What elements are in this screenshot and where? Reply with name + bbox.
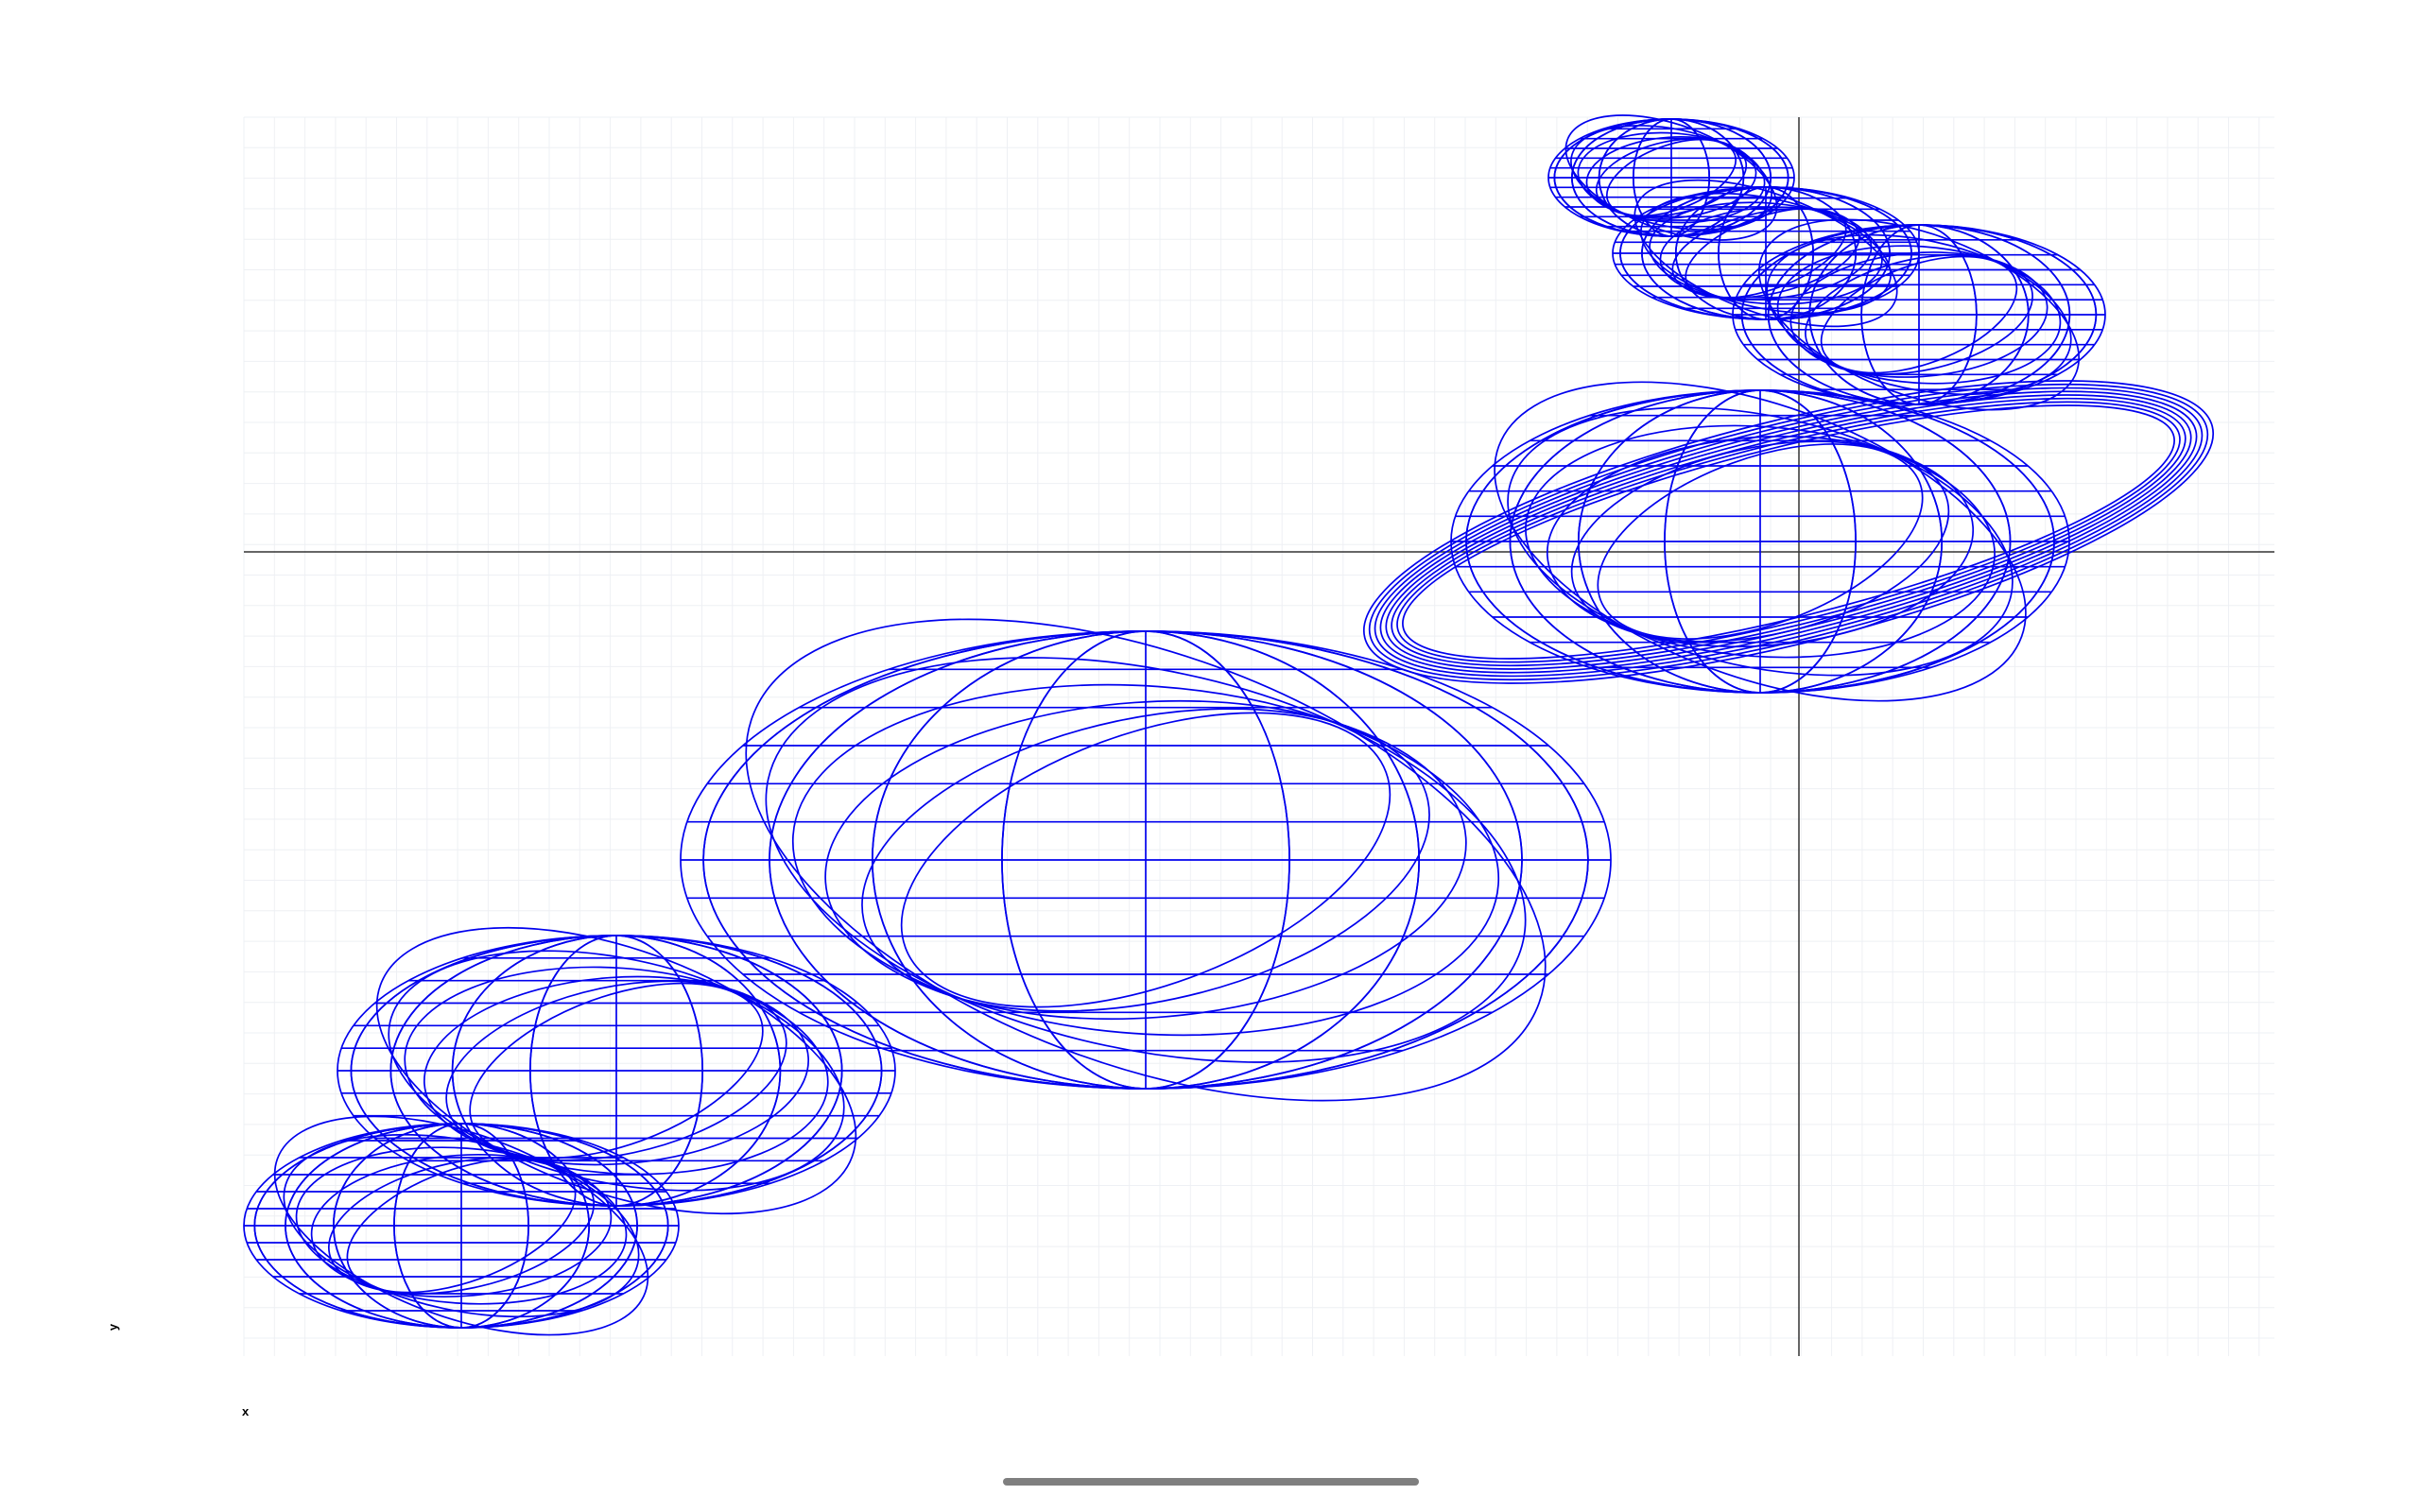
inner-shell: [375, 926, 857, 1215]
ring: [1368, 383, 2209, 681]
ring: [1362, 380, 2215, 684]
wireframe-shapes: [243, 114, 2215, 1336]
inner-shell: [404, 966, 829, 1176]
ring: [1402, 404, 2175, 660]
inner-shell: [1595, 137, 1748, 218]
inner-shell: [791, 683, 1500, 1037]
inner-shell: [1577, 131, 1766, 224]
home-indicator-bar[interactable]: [1003, 1478, 1419, 1486]
inner-shell: [1757, 218, 2081, 411]
inner-shell: [1805, 254, 2033, 375]
x-axis-label: x: [242, 1404, 250, 1418]
inner-shell: [1605, 138, 1737, 217]
inner-shell: [1564, 114, 1778, 241]
inner-shell: [1570, 125, 1772, 231]
inner-shell: [310, 1153, 613, 1298]
grid-lines: [243, 116, 2274, 1356]
grid: [243, 116, 2274, 1356]
axes: [244, 117, 2274, 1356]
inner-shell: [1585, 136, 1757, 219]
ring: [1385, 394, 2192, 670]
inner-shell: [273, 1115, 649, 1336]
ellipsoid-bottom-left: [243, 1115, 680, 1336]
ellipsoid-top-middle: [1612, 179, 1920, 328]
inner-shell: [388, 950, 845, 1192]
inner-shell: [423, 975, 810, 1166]
inner-shell: [824, 699, 1467, 1021]
ringed-ellipsoid: [1362, 380, 2215, 702]
inner-shell: [745, 618, 1547, 1102]
y-axis-label: y: [106, 1323, 121, 1332]
inner-shell: [445, 980, 787, 1161]
inner-shell: [295, 1146, 628, 1305]
ellipsoid-top: [1547, 114, 1795, 241]
inner-shell: [283, 1133, 640, 1318]
inner-shell: [1766, 233, 2072, 396]
ring: [1396, 401, 2181, 663]
inner-shell: [861, 708, 1430, 1012]
inner-shell: [900, 712, 1392, 1008]
inner-shell: [327, 1157, 596, 1295]
inner-shell: [346, 1158, 577, 1294]
inner-shell: [765, 657, 1527, 1063]
inner-shell: [1820, 255, 2018, 374]
ellipsoid-large: [680, 618, 1612, 1102]
ring: [1374, 387, 2204, 678]
inner-shell: [1507, 406, 2014, 677]
inner-shell: [1671, 207, 1860, 300]
ellipsoid-lower-left: [337, 926, 896, 1215]
ring: [1391, 397, 2187, 667]
ring: [1379, 390, 2198, 674]
